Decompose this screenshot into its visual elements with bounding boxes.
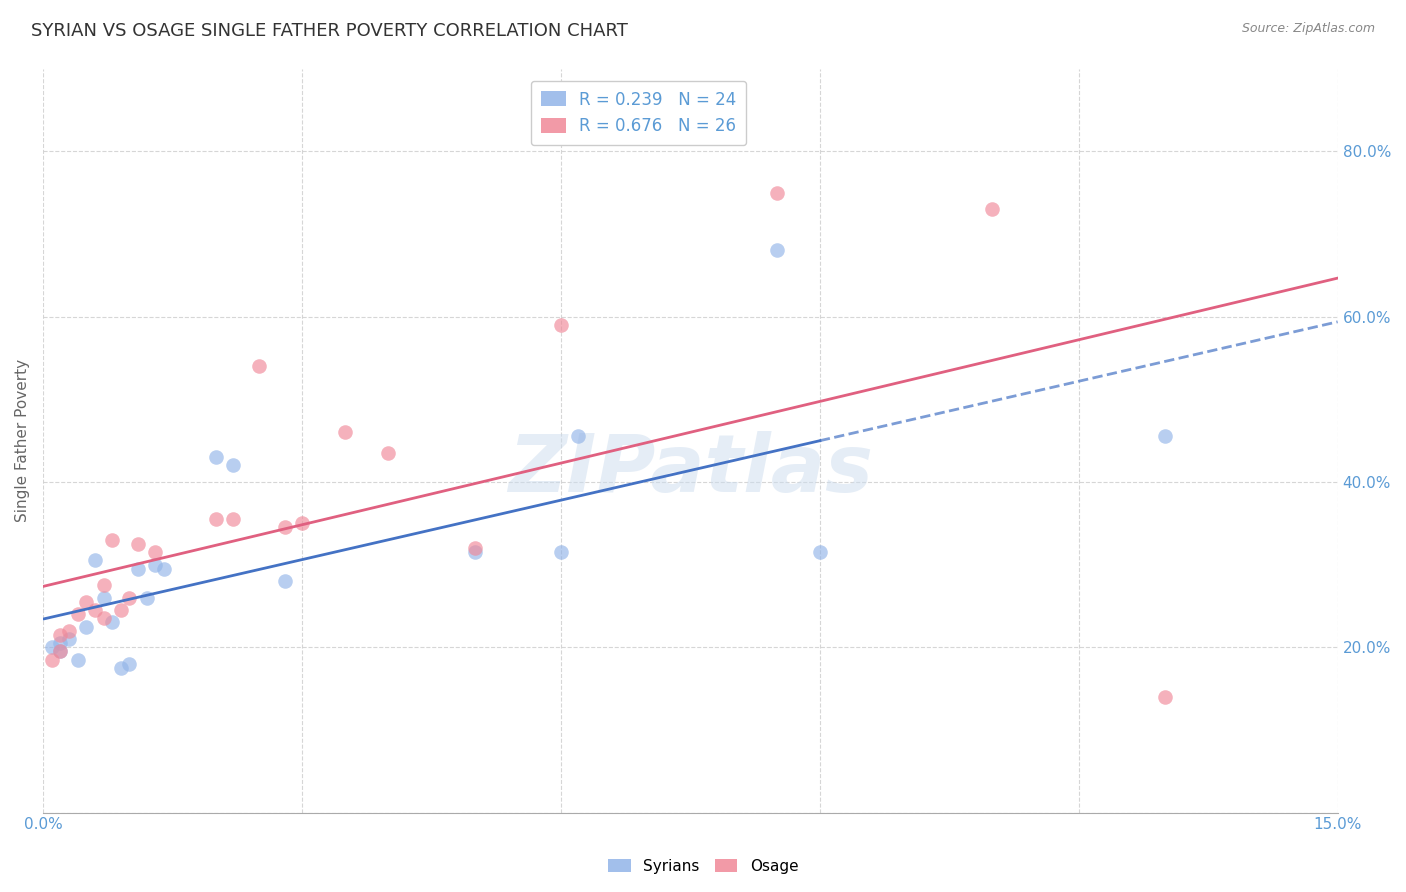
Point	[41, 652, 63, 666]
Point	[274, 520, 297, 534]
Legend: R = 0.239   N = 24, R = 0.676   N = 26: R = 0.239 N = 24, R = 0.676 N = 26	[531, 80, 747, 145]
Point	[93, 611, 115, 625]
Point	[93, 591, 115, 605]
Point	[93, 578, 115, 592]
Point	[153, 562, 176, 576]
Point	[808, 545, 831, 559]
Point	[204, 450, 226, 464]
Point	[204, 512, 226, 526]
Point	[464, 545, 486, 559]
Point	[464, 541, 486, 555]
Point	[1154, 429, 1177, 443]
Point	[66, 652, 89, 666]
Point	[135, 591, 157, 605]
Point	[41, 640, 63, 655]
Point	[75, 619, 97, 633]
Point	[291, 516, 314, 531]
Point	[145, 558, 167, 572]
Point	[145, 545, 167, 559]
Point	[765, 244, 787, 258]
Point	[222, 512, 245, 526]
Point	[1154, 690, 1177, 704]
Point	[127, 562, 149, 576]
Point	[49, 628, 72, 642]
Point	[127, 537, 149, 551]
Point	[66, 607, 89, 621]
Point	[118, 591, 141, 605]
Point	[118, 657, 141, 671]
Y-axis label: Single Father Poverty: Single Father Poverty	[15, 359, 30, 522]
Point	[274, 574, 297, 588]
Point	[101, 533, 124, 547]
Point	[222, 458, 245, 473]
Point	[110, 603, 132, 617]
Legend: Syrians, Osage: Syrians, Osage	[602, 853, 804, 880]
Point	[247, 359, 270, 373]
Point	[75, 595, 97, 609]
Point	[49, 636, 72, 650]
Point	[335, 425, 357, 440]
Point	[981, 202, 1004, 216]
Point	[567, 429, 589, 443]
Point	[765, 186, 787, 200]
Point	[49, 644, 72, 658]
Point	[550, 545, 572, 559]
Point	[110, 661, 132, 675]
Text: Source: ZipAtlas.com: Source: ZipAtlas.com	[1241, 22, 1375, 36]
Point	[58, 632, 80, 646]
Point	[49, 644, 72, 658]
Point	[84, 553, 107, 567]
Text: ZIPatlas: ZIPatlas	[508, 432, 873, 509]
Point	[58, 624, 80, 638]
Point	[377, 446, 399, 460]
Text: SYRIAN VS OSAGE SINGLE FATHER POVERTY CORRELATION CHART: SYRIAN VS OSAGE SINGLE FATHER POVERTY CO…	[31, 22, 628, 40]
Point	[84, 603, 107, 617]
Point	[550, 318, 572, 332]
Point	[101, 615, 124, 630]
